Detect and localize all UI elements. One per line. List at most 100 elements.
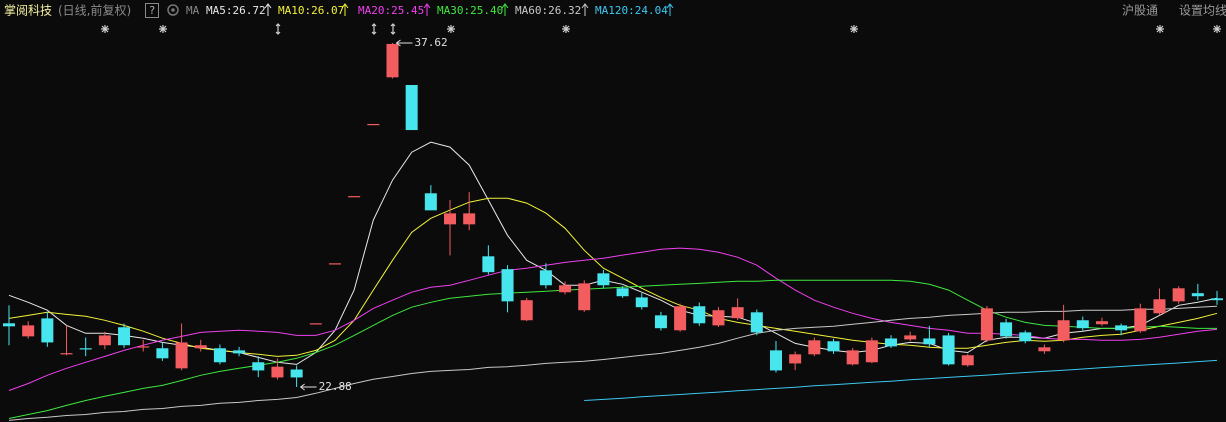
event-marker [447,25,455,33]
candle-body [1191,293,1204,297]
candle-body [463,213,476,225]
help[interactable]: ? [149,4,156,17]
settings-icon-dot [171,8,175,12]
candle-body [769,350,782,371]
legend-arrow [423,3,431,16]
event-marker [390,23,396,35]
candle-body [1211,298,1223,301]
candle-body [827,341,840,352]
candle-body [194,345,207,349]
candle-body [501,269,514,302]
event-marker [159,25,167,33]
candle-body [578,283,591,311]
candle-body [961,355,974,366]
candle-body [1095,321,1108,325]
candle-body [328,263,341,265]
candle-body [904,335,917,340]
candle-body [482,256,495,273]
candle-body [1153,299,1166,314]
candle-body [808,340,821,355]
candle-body [1134,308,1147,332]
candle-body [923,338,936,345]
candle-body [444,213,457,225]
annotation: 22.88 [319,380,352,393]
ma-line [584,359,1218,401]
candle-body [79,348,92,350]
candle-body [520,300,533,321]
legend-entry: MA20:25.45 [358,4,424,17]
candle-body [635,297,648,308]
candle-body [539,270,552,286]
candle-body [731,307,744,319]
event-marker [1213,25,1221,33]
annotation-arrow [299,383,317,391]
candle-body [980,308,993,341]
candle-body [213,348,226,363]
candle-body [424,193,437,211]
candle-body [1000,322,1013,337]
ma-line [8,197,1218,357]
event-marker [562,25,570,33]
candle-body [22,325,35,337]
candle-body [712,310,725,326]
candle-body [616,288,629,297]
event-marker [275,23,281,35]
candle-body [1076,320,1089,329]
legend-arrow [501,3,509,16]
ma-line [8,305,1218,421]
help-box[interactable] [145,3,159,18]
candle-body [885,338,898,347]
event-marker [371,23,377,35]
candle-body [942,335,955,365]
candle-body [271,366,284,378]
legend-arrow [264,3,272,16]
legend-arrow [666,3,674,16]
candle-body [252,362,265,371]
candle-body [750,312,763,333]
event-marker [101,25,109,33]
candle-body [597,273,610,286]
annotation: 37.62 [414,36,447,49]
candle-body [559,285,572,293]
candle-body [137,346,150,348]
candle-body [367,123,380,126]
mode[interactable]: (日线,前复权) [58,3,131,18]
settings-icon[interactable] [167,4,179,16]
link[interactable]: 沪股通 [1122,4,1158,18]
stock-name: 掌阅科技 [4,4,52,18]
event-marker [850,25,858,33]
legend-entry: MA30:25.40 [437,4,503,17]
candle-body [1038,347,1051,352]
link[interactable]: 设置均线 [1179,4,1226,18]
candle-body [175,342,188,369]
candle-body [156,348,169,359]
ma-line [8,279,1217,419]
event-marker [1156,25,1164,33]
candle-body [1115,325,1128,331]
candle-body [789,354,802,364]
candle-body [846,350,859,365]
legend-arrow [341,3,349,16]
candle-body [233,350,246,354]
candle-body [3,323,15,327]
candle-body [674,306,687,331]
candle-body [1019,332,1032,342]
legend-entry: MA5:26.72 [206,4,266,17]
candle-body [865,340,878,363]
ma-label: MA [186,4,200,17]
candle-body [309,323,322,325]
legend-entry: MA60:26.32 [515,4,581,17]
candle-body [654,315,667,329]
candle-body [98,335,111,346]
candle-body [386,43,399,78]
candle-body [41,318,54,343]
candle-body [693,306,706,324]
annotation-arrow [395,39,413,47]
legend-entry: MA10:26.07 [278,4,344,17]
legend-arrow [581,3,589,16]
ma-line [8,247,1218,391]
candle-body [1057,320,1070,341]
